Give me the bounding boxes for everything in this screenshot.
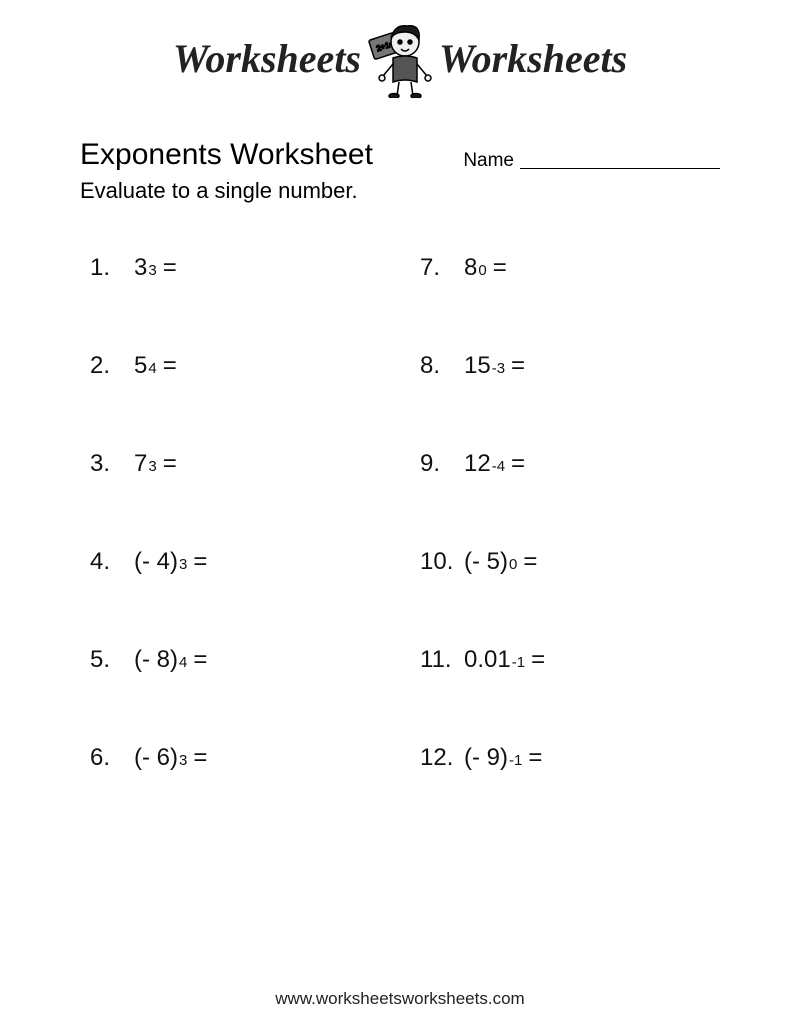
problem-expression: 15 -3 = (464, 352, 525, 380)
problem-expression: (- 5)0 = (464, 548, 537, 576)
exponent: -1 (512, 654, 525, 671)
base: (- 6) (134, 744, 178, 772)
problem-number: 6. (90, 744, 134, 772)
problem-5: 5. (- 8)4 = (90, 646, 390, 674)
problem-expression: 73 = (134, 450, 177, 478)
name-input-line[interactable] (520, 168, 720, 169)
exponent: 4 (179, 654, 187, 671)
equals: = (493, 254, 507, 282)
exponent: 0 (478, 262, 486, 279)
base: 7 (134, 450, 147, 478)
logo: Worksheets 2+1= (0, 0, 800, 98)
base: 15 (464, 352, 491, 380)
equals: = (528, 744, 542, 772)
problem-expression: 80 = (464, 254, 507, 282)
equals: = (163, 254, 177, 282)
problem-number: 9. (420, 450, 464, 478)
exponent: 4 (148, 360, 156, 377)
base: 0.01 (464, 646, 511, 674)
subtitle: Evaluate to a single number. (0, 172, 800, 204)
exponent: 3 (148, 458, 156, 475)
header-row: Exponents Worksheet Name (0, 98, 800, 172)
page-title: Exponents Worksheet (80, 138, 373, 172)
base: 3 (134, 254, 147, 282)
problem-expression: 54 = (134, 352, 177, 380)
problem-7: 7. 80 = (420, 254, 720, 282)
problem-expression: (- 8)4 = (134, 646, 207, 674)
exponent: 3 (179, 556, 187, 573)
equals: = (193, 548, 207, 576)
problem-number: 11. (420, 646, 464, 674)
problem-12: 12. (- 9)-1 = (420, 744, 720, 772)
logo-figure-icon: 2+1= (365, 18, 435, 98)
logo-text-right: Worksheets (439, 35, 627, 82)
exponent: -4 (492, 458, 505, 475)
equals: = (163, 450, 177, 478)
base: 8 (464, 254, 477, 282)
exponent: -3 (492, 360, 505, 377)
exponent: 0 (509, 556, 517, 573)
problem-8: 8. 15 -3 = (420, 352, 720, 380)
problem-9: 9. 12-4 = (420, 450, 720, 478)
problem-expression: 12-4 = (464, 450, 525, 478)
problem-11: 11. 0.01-1 = (420, 646, 720, 674)
problem-number: 10. (420, 548, 464, 576)
base: (- 4) (134, 548, 178, 576)
problem-number: 1. (90, 254, 134, 282)
problem-number: 4. (90, 548, 134, 576)
base: (- 9) (464, 744, 508, 772)
problem-10: 10. (- 5)0 = (420, 548, 720, 576)
problem-number: 3. (90, 450, 134, 478)
problem-expression: (- 6)3 = (134, 744, 207, 772)
name-field: Name (463, 150, 720, 172)
exponent: 3 (179, 752, 187, 769)
problem-3: 3. 73 = (90, 450, 390, 478)
exponent: -1 (509, 752, 522, 769)
problem-number: 5. (90, 646, 134, 674)
problem-expression: 0.01-1 = (464, 646, 545, 674)
problem-number: 12. (420, 744, 464, 772)
name-label: Name (463, 150, 514, 172)
logo-text-left: Worksheets (173, 35, 361, 82)
base: (- 5) (464, 548, 508, 576)
problem-number: 2. (90, 352, 134, 380)
equals: = (193, 646, 207, 674)
equals: = (163, 352, 177, 380)
base: 5 (134, 352, 147, 380)
problems-grid: 1. 33 = 7. 80 = 2. 54 = 8. 15 -3= 3. 73 … (0, 204, 800, 772)
exponent: 3 (148, 262, 156, 279)
problem-number: 7. (420, 254, 464, 282)
footer-url: www.worksheetsworksheets.com (0, 989, 800, 1009)
base: (- 8) (134, 646, 178, 674)
problem-expression: (- 9)-1 = (464, 744, 542, 772)
problem-expression: (- 4)3 = (134, 548, 207, 576)
base: 12 (464, 450, 491, 478)
problem-2: 2. 54 = (90, 352, 390, 380)
problem-4: 4. (- 4)3 = (90, 548, 390, 576)
problem-6: 6. (- 6)3 = (90, 744, 390, 772)
equals: = (511, 450, 525, 478)
equals: = (511, 352, 525, 380)
equals: = (193, 744, 207, 772)
equals: = (523, 548, 537, 576)
problem-1: 1. 33 = (90, 254, 390, 282)
problem-number: 8. (420, 352, 464, 380)
equals: = (531, 646, 545, 674)
problem-expression: 33 = (134, 254, 177, 282)
logo-inner: Worksheets 2+1= (173, 18, 627, 98)
